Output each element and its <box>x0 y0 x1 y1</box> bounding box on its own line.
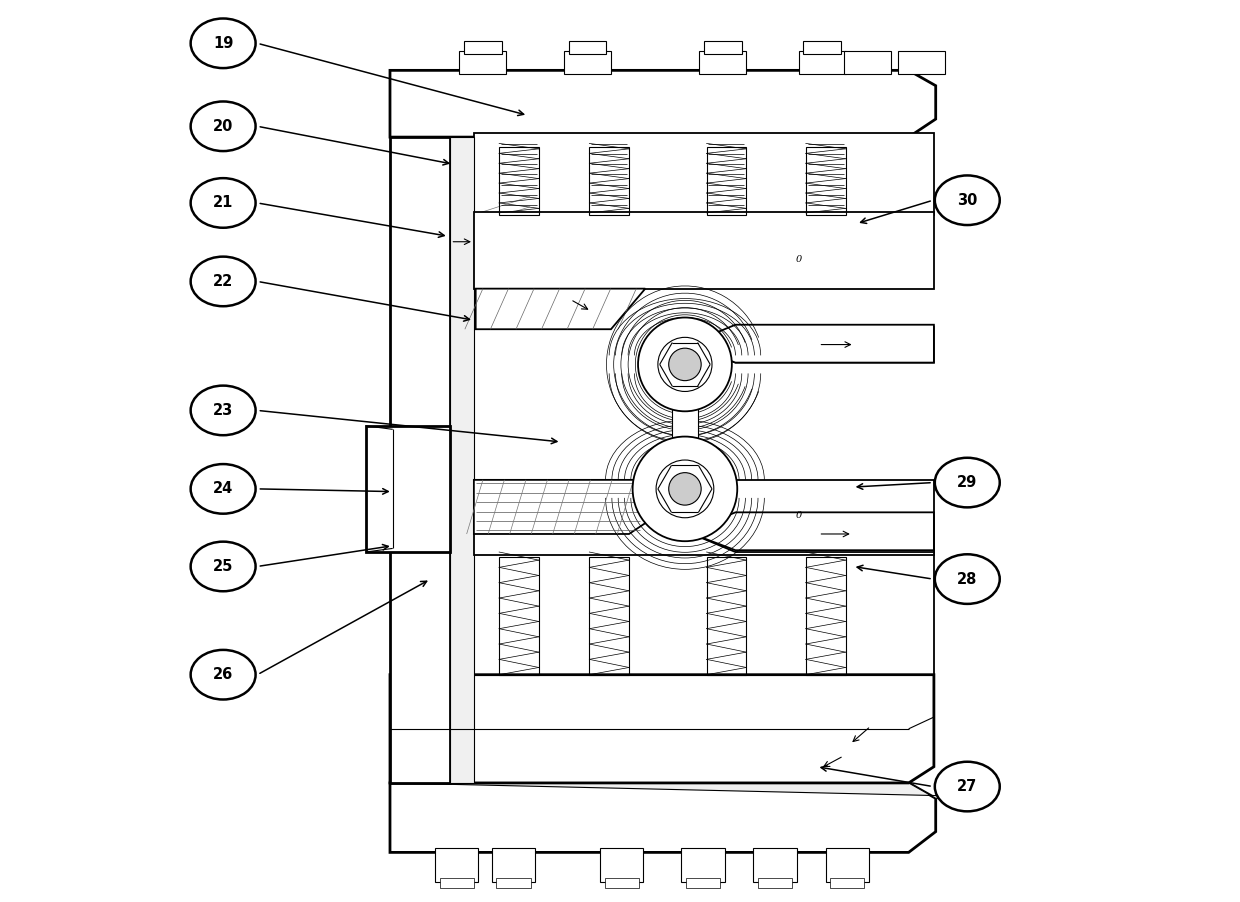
Bar <box>600 848 644 882</box>
Ellipse shape <box>191 179 255 227</box>
Circle shape <box>632 437 738 541</box>
Text: 30: 30 <box>957 193 977 207</box>
Circle shape <box>668 473 701 505</box>
Polygon shape <box>474 552 934 678</box>
Bar <box>672 364 698 489</box>
Bar <box>500 147 539 215</box>
Circle shape <box>658 337 712 391</box>
Text: 22: 22 <box>213 274 233 289</box>
Polygon shape <box>476 289 645 329</box>
Text: 19: 19 <box>213 36 233 51</box>
Ellipse shape <box>935 554 999 604</box>
Bar <box>569 41 606 54</box>
Ellipse shape <box>191 18 255 69</box>
Ellipse shape <box>191 257 255 307</box>
Polygon shape <box>391 783 936 852</box>
Polygon shape <box>692 327 934 363</box>
Bar <box>699 51 746 74</box>
Text: 23: 23 <box>213 403 233 418</box>
Bar <box>440 878 474 888</box>
Ellipse shape <box>191 101 255 151</box>
Bar <box>704 41 742 54</box>
Polygon shape <box>474 133 934 215</box>
Polygon shape <box>688 512 934 550</box>
Text: 29: 29 <box>957 475 977 490</box>
Polygon shape <box>474 480 645 534</box>
Bar <box>758 878 792 888</box>
Text: 27: 27 <box>957 779 977 794</box>
Bar <box>830 878 864 888</box>
Polygon shape <box>692 516 934 552</box>
Bar <box>435 848 479 882</box>
Polygon shape <box>391 783 962 798</box>
Polygon shape <box>391 137 450 783</box>
Polygon shape <box>366 426 450 552</box>
Circle shape <box>656 460 714 518</box>
Bar <box>707 557 746 675</box>
Ellipse shape <box>191 649 255 700</box>
Ellipse shape <box>191 386 255 435</box>
Polygon shape <box>474 480 934 555</box>
Text: 28: 28 <box>957 572 977 586</box>
Circle shape <box>668 348 701 381</box>
Bar <box>605 878 639 888</box>
Polygon shape <box>688 325 934 363</box>
Bar <box>806 557 846 675</box>
Polygon shape <box>474 212 934 289</box>
Text: 24: 24 <box>213 482 233 496</box>
Text: 21: 21 <box>213 196 233 210</box>
Bar <box>492 848 536 882</box>
Ellipse shape <box>191 464 255 513</box>
Polygon shape <box>450 137 474 783</box>
Bar <box>464 41 502 54</box>
Ellipse shape <box>935 761 999 812</box>
Bar <box>804 41 841 54</box>
Ellipse shape <box>935 176 999 225</box>
Bar <box>898 51 945 74</box>
Circle shape <box>639 318 732 411</box>
Ellipse shape <box>191 541 255 592</box>
Text: 20: 20 <box>213 119 233 133</box>
Bar <box>589 557 629 675</box>
Bar <box>686 878 720 888</box>
Text: 26: 26 <box>213 667 233 682</box>
Text: 0: 0 <box>796 511 802 520</box>
Bar <box>754 848 797 882</box>
Polygon shape <box>391 70 936 137</box>
Bar <box>681 848 724 882</box>
Bar <box>806 147 846 215</box>
Bar <box>564 51 611 74</box>
Bar <box>799 51 846 74</box>
Bar <box>826 848 869 882</box>
Bar <box>707 147 746 215</box>
Bar <box>589 147 629 215</box>
Bar <box>500 557 539 675</box>
Bar <box>460 51 506 74</box>
Bar <box>496 878 531 888</box>
Ellipse shape <box>935 457 999 507</box>
Bar <box>843 51 890 74</box>
Text: 25: 25 <box>213 559 233 574</box>
Polygon shape <box>391 675 934 783</box>
Text: 0: 0 <box>796 255 802 264</box>
